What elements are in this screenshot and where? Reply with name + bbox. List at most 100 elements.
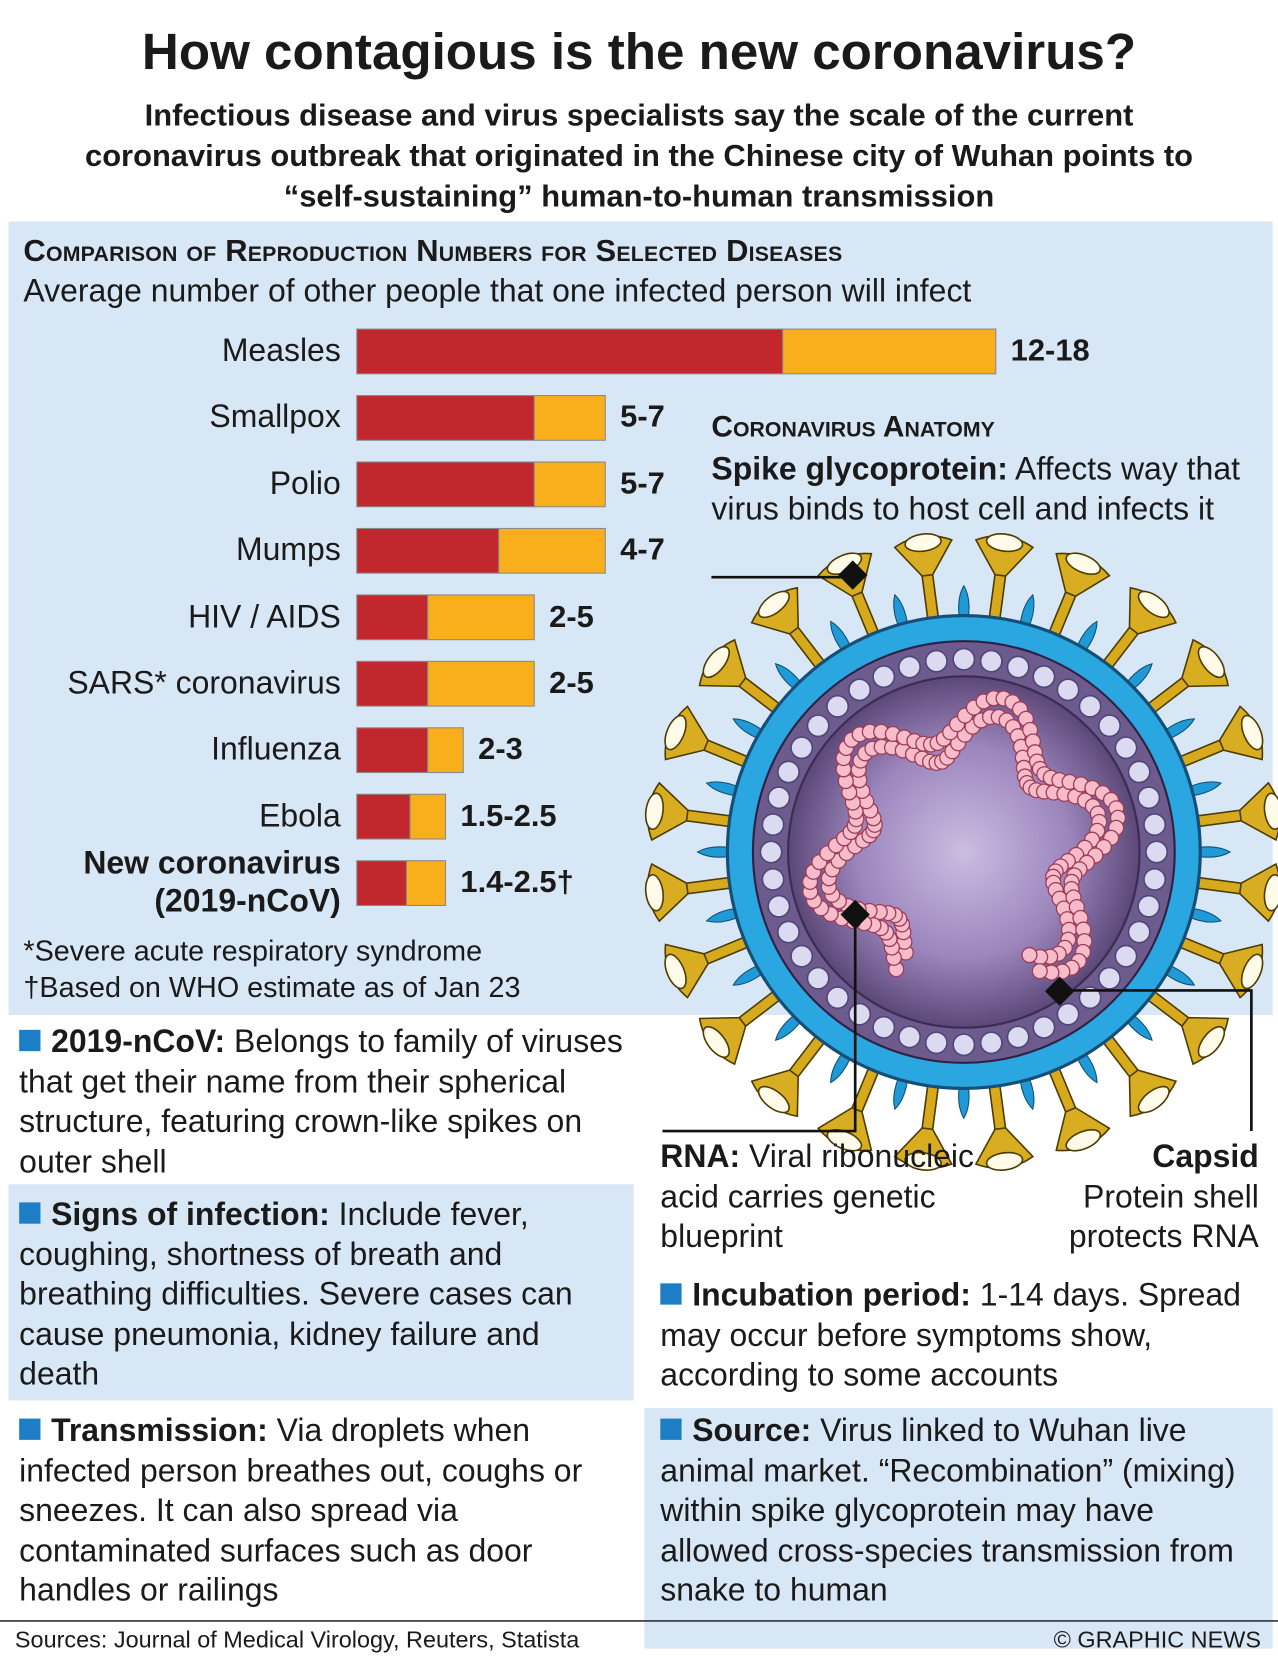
- capsid-bead: [952, 647, 976, 671]
- bar-low: [356, 793, 411, 840]
- spike: [974, 533, 1035, 626]
- capsid-bead: [759, 840, 783, 864]
- label: Spike glycoprotein:: [711, 451, 1008, 487]
- text: Virus linked to Wuhan live animal market…: [660, 1413, 1236, 1609]
- callout-marker: [840, 899, 870, 930]
- label: Capsid: [1152, 1139, 1259, 1175]
- capsid-bead: [826, 694, 850, 718]
- virus-illustration: [644, 533, 1278, 1171]
- spike: [750, 1030, 830, 1118]
- small-spike: [1019, 593, 1035, 630]
- small-spike-shape: [958, 1083, 970, 1120]
- spike-cap: [904, 1151, 942, 1171]
- chart-title: Comparison of Reproduction Numbers for S…: [23, 234, 843, 269]
- capsid-bead: [1078, 694, 1102, 718]
- value-label: 5-7: [620, 466, 665, 501]
- spike-cap: [1197, 645, 1226, 679]
- bar-range: [533, 395, 606, 441]
- capsid-bead: [777, 760, 800, 784]
- category-label: Smallpox: [209, 399, 341, 435]
- callout-marker: [838, 560, 868, 590]
- callout-marker: [1044, 976, 1075, 1006]
- bar-range: [427, 727, 464, 774]
- spike: [1141, 986, 1229, 1066]
- spike: [1173, 705, 1264, 770]
- bar-low: [356, 660, 429, 707]
- bar-low: [356, 527, 500, 574]
- text: Protein shell protects RNA: [1068, 1179, 1259, 1255]
- sources: Sources: Journal of Medical Virology, Re…: [14, 1626, 580, 1653]
- capsid-bead: [924, 1031, 948, 1055]
- label: Incubation period:: [692, 1278, 971, 1314]
- footnote: †Based on WHO estimate as of Jan 23: [23, 971, 521, 1004]
- category-label: Measles: [221, 333, 341, 369]
- rna-bead: [1031, 963, 1048, 980]
- small-spike: [1186, 781, 1223, 797]
- capsid-bead: [1137, 786, 1161, 810]
- capsid-bead: [1032, 1015, 1056, 1039]
- note: Source: Virus linked to Wuhan live anima…: [660, 1411, 1267, 1611]
- small-spike-shape: [1186, 907, 1223, 923]
- spike-cap: [1240, 714, 1264, 751]
- spike: [750, 586, 830, 674]
- spike: [664, 705, 755, 770]
- small-spike-shape: [1019, 1074, 1035, 1111]
- capsid-bead: [790, 736, 814, 760]
- title: How contagious is the new coronavirus?: [141, 24, 1137, 81]
- capsid-bead: [1078, 986, 1102, 1010]
- capsid-bead: [806, 966, 830, 990]
- credit: © GRAPHIC NEWS: [1053, 1626, 1261, 1653]
- capsid-bead: [1127, 760, 1151, 784]
- capsid-bead: [777, 920, 800, 944]
- note-panel: [644, 1407, 1273, 1649]
- callouts: [662, 560, 1253, 1133]
- bars: [356, 328, 997, 906]
- label: RNA:: [660, 1139, 741, 1175]
- small-spike: [705, 907, 742, 923]
- spike-cap: [702, 645, 730, 679]
- value-label: 12-18: [1010, 333, 1090, 368]
- rna-bead: [1021, 946, 1038, 964]
- text: Viral ribonucleic acid carries genetic b…: [660, 1139, 975, 1255]
- spike: [1098, 586, 1178, 674]
- capsid-bead: [924, 649, 948, 673]
- bullet: [19, 1202, 41, 1224]
- capsid-label: Capsid Protein shell protects RNA: [1022, 1137, 1259, 1257]
- spike-cap: [644, 792, 665, 831]
- bar-range: [533, 461, 606, 508]
- text: Belongs to family of viruses that get th…: [19, 1024, 623, 1180]
- spike: [893, 1078, 953, 1171]
- spike: [644, 862, 738, 923]
- capsid-bead: [979, 1031, 1003, 1055]
- footnote: *Severe acute respiratory syndrome: [23, 935, 483, 968]
- spike: [1190, 781, 1278, 842]
- spike-cap: [664, 714, 687, 751]
- spike-cap: [1137, 1085, 1170, 1114]
- category-label: Influenza: [211, 732, 341, 768]
- small-spike: [705, 781, 742, 797]
- note-panel: [8, 1184, 634, 1401]
- category-label: New coronavirus (2019-nCoV): [83, 845, 341, 920]
- capsid-bead: [1056, 1002, 1080, 1026]
- bar-range: [498, 527, 606, 574]
- spike-cap: [1137, 590, 1170, 619]
- small-spike-shape: [893, 1074, 909, 1111]
- capsid-bead: [1114, 944, 1138, 968]
- spike: [893, 533, 953, 626]
- subtitle: Infectious disease and virus specialists…: [85, 99, 1193, 215]
- spike-cap: [1065, 1129, 1102, 1152]
- capsid-bead: [761, 813, 785, 837]
- core: [787, 675, 1141, 1029]
- value-label: 5-7: [620, 400, 665, 435]
- capsid-bead: [1143, 867, 1167, 891]
- capsid-bead: [1056, 678, 1080, 702]
- capsid-bead: [898, 655, 921, 679]
- spike: [664, 934, 755, 999]
- spike: [1098, 1030, 1178, 1118]
- bar-low: [356, 328, 784, 375]
- label: Transmission:: [51, 1413, 268, 1449]
- small-spike: [958, 584, 970, 621]
- capsid-bead: [1098, 714, 1121, 738]
- category-label: Polio: [269, 466, 341, 502]
- category-label: SARS* coronavirus: [67, 665, 341, 701]
